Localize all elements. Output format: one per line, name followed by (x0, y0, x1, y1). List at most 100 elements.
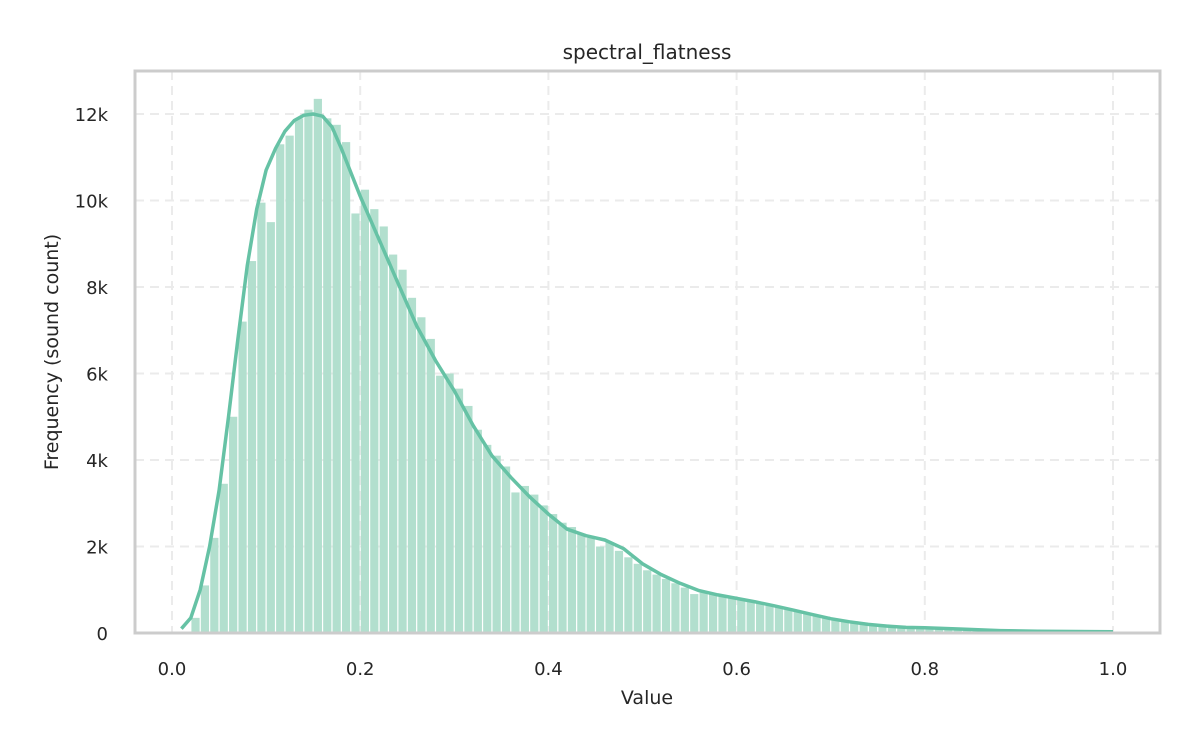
histogram-bar (483, 444, 492, 633)
x-tick-label: 0.8 (910, 659, 939, 680)
histogram-bar (379, 226, 388, 633)
y-tick-label: 2k (86, 538, 108, 559)
histogram-bar (887, 626, 896, 633)
histogram-bar (784, 609, 793, 633)
histogram-bar (774, 607, 784, 633)
histogram-bar (831, 618, 840, 633)
histogram-bar (436, 375, 445, 633)
histogram-bar (765, 604, 774, 633)
histogram-bar (473, 429, 482, 633)
histogram-bar (633, 563, 642, 633)
kde-line (180, 112, 1114, 634)
histogram-bar (963, 629, 972, 633)
histogram-bar (803, 613, 812, 633)
y-tick-labels: 0 2k 4k 6k 8k 10k 12k (75, 105, 109, 645)
histogram-bar (746, 601, 755, 633)
histogram-bar (464, 405, 473, 633)
histogram-bar (661, 578, 671, 633)
histogram-bar (530, 494, 539, 633)
histogram-bar (191, 617, 200, 633)
histogram-bar (210, 537, 219, 633)
y-axis-label: Frequency (sound count) (41, 234, 63, 470)
histogram-bar (737, 599, 746, 633)
histogram-bar (219, 483, 228, 633)
histogram-bar (605, 542, 614, 633)
histogram-bar (520, 485, 529, 633)
histogram-bar (567, 527, 577, 633)
y-tick-label: 6k (86, 365, 108, 386)
x-tick-label: 0.0 (158, 659, 187, 680)
histogram-bar (266, 222, 275, 633)
histogram-bar (934, 628, 944, 633)
histogram-bar (454, 388, 464, 633)
histogram-bar (624, 557, 633, 633)
histogram-bar (351, 213, 360, 633)
histogram-bar (756, 602, 765, 633)
histogram-bar (389, 254, 398, 633)
histogram-bar (850, 621, 859, 633)
histogram-bar (953, 629, 962, 633)
histogram-bar (906, 627, 915, 633)
histogram-bar (294, 118, 304, 633)
histogram-bar (200, 585, 210, 633)
histogram-bar (285, 135, 294, 633)
histogram-bar (897, 626, 906, 633)
histogram-bar (614, 550, 624, 633)
histogram-bar (793, 611, 802, 633)
histogram-bar (671, 583, 680, 633)
histogram-bar (586, 537, 595, 633)
x-tick-labels: 0.0 0.2 0.4 0.6 0.8 1.0 (158, 659, 1128, 680)
y-tick-label: 4k (86, 451, 108, 472)
histogram-bar (323, 118, 332, 633)
histogram-bar (558, 522, 567, 633)
histogram-bar (652, 574, 661, 633)
x-tick-label: 0.4 (534, 659, 563, 680)
histogram-bar (501, 466, 511, 633)
histogram-bar (407, 297, 417, 633)
histogram-bar (840, 620, 849, 633)
histogram-bar (511, 492, 520, 633)
x-axis-label: Value (621, 687, 673, 709)
histogram-bar (549, 514, 558, 633)
bars (191, 98, 1113, 634)
histogram-bar (699, 591, 708, 633)
histogram-bar (247, 261, 257, 633)
y-tick-label: 12k (75, 105, 109, 126)
histogram-bar (577, 533, 586, 633)
histogram-bar (539, 505, 548, 633)
histogram-bar (360, 189, 370, 633)
histogram-bar (238, 321, 247, 633)
histogram-bar (812, 615, 821, 633)
histogram-bar (229, 416, 238, 633)
histogram-bar (868, 624, 878, 633)
y-tick-label: 10k (75, 192, 109, 213)
histogram-bar (821, 616, 831, 633)
histogram-bar (690, 594, 699, 633)
y-tick-label: 8k (86, 278, 108, 299)
histogram-bar (304, 109, 313, 634)
plot-frame (133, 69, 1162, 635)
histogram-bar (445, 373, 454, 633)
histogram-bar (370, 209, 379, 633)
chart-title: spectral_flatness (563, 40, 732, 64)
histogram-bar (426, 338, 435, 633)
histogram-bar (718, 596, 727, 633)
histogram-bar (276, 144, 285, 633)
histogram-bar (332, 124, 341, 633)
histogram-bar (313, 98, 322, 634)
histogram-bar (341, 142, 351, 634)
histogram-bar (417, 317, 426, 633)
histogram-bar (398, 269, 407, 633)
x-tick-label: 0.2 (346, 659, 375, 680)
histogram-bar (596, 546, 605, 633)
histogram-bar (492, 455, 501, 633)
histogram-bar (915, 628, 925, 633)
histogram-bar (680, 587, 689, 633)
histogram-bar (925, 628, 934, 633)
x-tick-label: 1.0 (1099, 659, 1128, 680)
y-tick-label: 0 (97, 624, 108, 645)
histogram-bar (878, 625, 887, 633)
histogram-bar (708, 594, 718, 633)
histogram-bar (972, 629, 981, 633)
